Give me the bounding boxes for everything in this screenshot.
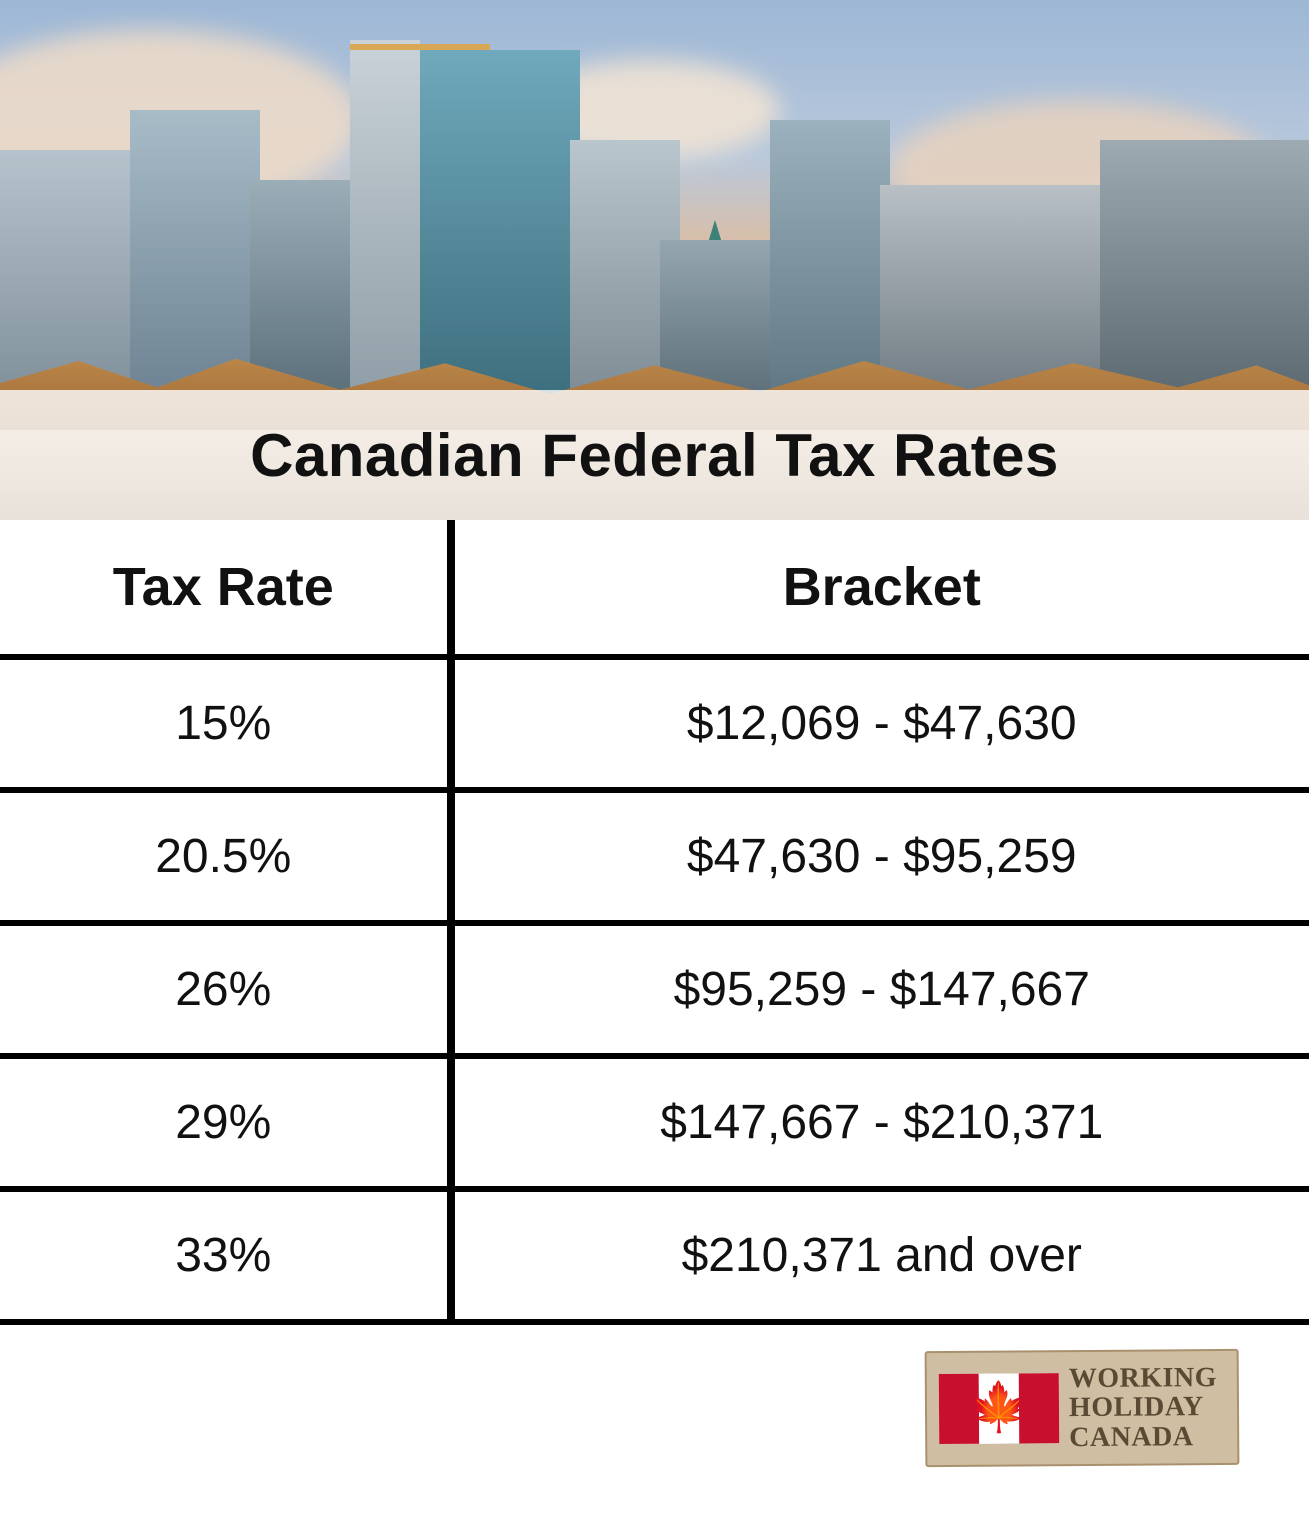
logo-line: HOLIDAY [1069,1392,1217,1422]
table-row: 29% $147,667 - $210,371 [0,1056,1309,1189]
column-header-bracket: Bracket [451,520,1309,657]
rate-cell: 29% [0,1056,451,1189]
source-logo: 🍁 WORKING HOLIDAY CANADA [924,1349,1239,1467]
building [0,150,140,400]
flag-band [1019,1373,1059,1443]
flag-center: 🍁 [979,1373,1019,1443]
building [350,40,420,400]
logo-text: WORKING HOLIDAY CANADA [1069,1363,1218,1452]
table-row: 20.5% $47,630 - $95,259 [0,790,1309,923]
logo-line: WORKING [1069,1363,1217,1393]
building [130,110,260,400]
tax-rate-table: Tax Rate Bracket 15% $12,069 - $47,630 2… [0,520,1309,1325]
bracket-cell: $95,259 - $147,667 [451,923,1309,1056]
rate-cell: 26% [0,923,451,1056]
building [770,120,890,400]
table-row: 26% $95,259 - $147,667 [0,923,1309,1056]
rate-cell: 15% [0,657,451,790]
bracket-cell: $47,630 - $95,259 [451,790,1309,923]
building [420,50,580,400]
bracket-cell: $147,667 - $210,371 [451,1056,1309,1189]
building [1100,140,1309,400]
column-header-rate: Tax Rate [0,520,451,657]
canada-flag-icon: 🍁 [939,1373,1059,1444]
page-title: Canadian Federal Tax Rates [250,421,1059,490]
logo-line: CANADA [1069,1422,1217,1452]
hero-skyline: Canadian Federal Tax Rates [0,0,1309,520]
bracket-cell: $12,069 - $47,630 [451,657,1309,790]
building [250,180,360,400]
table-header-row: Tax Rate Bracket [0,520,1309,657]
rate-cell: 33% [0,1189,451,1322]
table-row: 15% $12,069 - $47,630 [0,657,1309,790]
title-overlay: Canadian Federal Tax Rates [0,390,1309,520]
bracket-cell: $210,371 and over [451,1189,1309,1322]
rate-cell: 20.5% [0,790,451,923]
table-row: 33% $210,371 and over [0,1189,1309,1322]
